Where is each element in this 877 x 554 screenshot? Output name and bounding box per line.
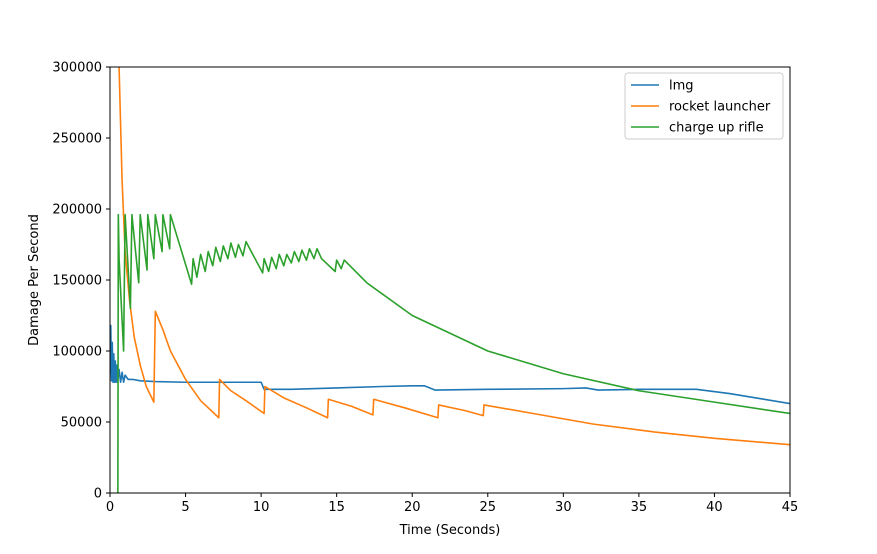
y-axis-ticks: 0 50000 100000 150000 200000 250000 300000 [52, 61, 110, 502]
x-tick-label: 0 [106, 500, 114, 515]
x-tick-label: 5 [181, 500, 189, 515]
x-axis-label: Time (Seconds) [399, 523, 501, 538]
y-tick-label: 250000 [52, 132, 102, 147]
y-axis-label: Damage Per Second [27, 214, 42, 346]
x-axis-ticks: 0 5 10 15 20 25 30 35 40 45 [106, 493, 798, 515]
x-tick-label: 15 [328, 500, 345, 515]
x-tick-label: 30 [555, 500, 572, 515]
x-tick-label: 40 [706, 500, 723, 515]
x-tick-label: 35 [631, 500, 648, 515]
legend-label: lmg [669, 79, 694, 94]
x-tick-label: 20 [404, 500, 421, 515]
series-layer [110, 67, 790, 493]
legend-label: charge up rifle [669, 121, 764, 136]
y-tick-label: 300000 [52, 61, 102, 76]
series-line-charge-up-rifle [117, 213, 790, 493]
legend: lmg rocket launcher charge up rifle [624, 72, 784, 140]
x-tick-label: 45 [782, 500, 799, 515]
series-line-rocket-launcher [118, 67, 790, 446]
y-tick-label: 0 [94, 487, 102, 502]
x-tick-label: 25 [480, 500, 497, 515]
x-tick-label: 10 [253, 500, 270, 515]
legend-box [624, 72, 784, 140]
y-tick-label: 150000 [52, 274, 102, 289]
series-line-lmg [110, 324, 790, 405]
y-tick-label: 200000 [52, 203, 102, 218]
y-tick-label: 100000 [52, 345, 102, 360]
legend-label: rocket launcher [669, 100, 771, 115]
y-tick-label: 50000 [61, 416, 102, 431]
